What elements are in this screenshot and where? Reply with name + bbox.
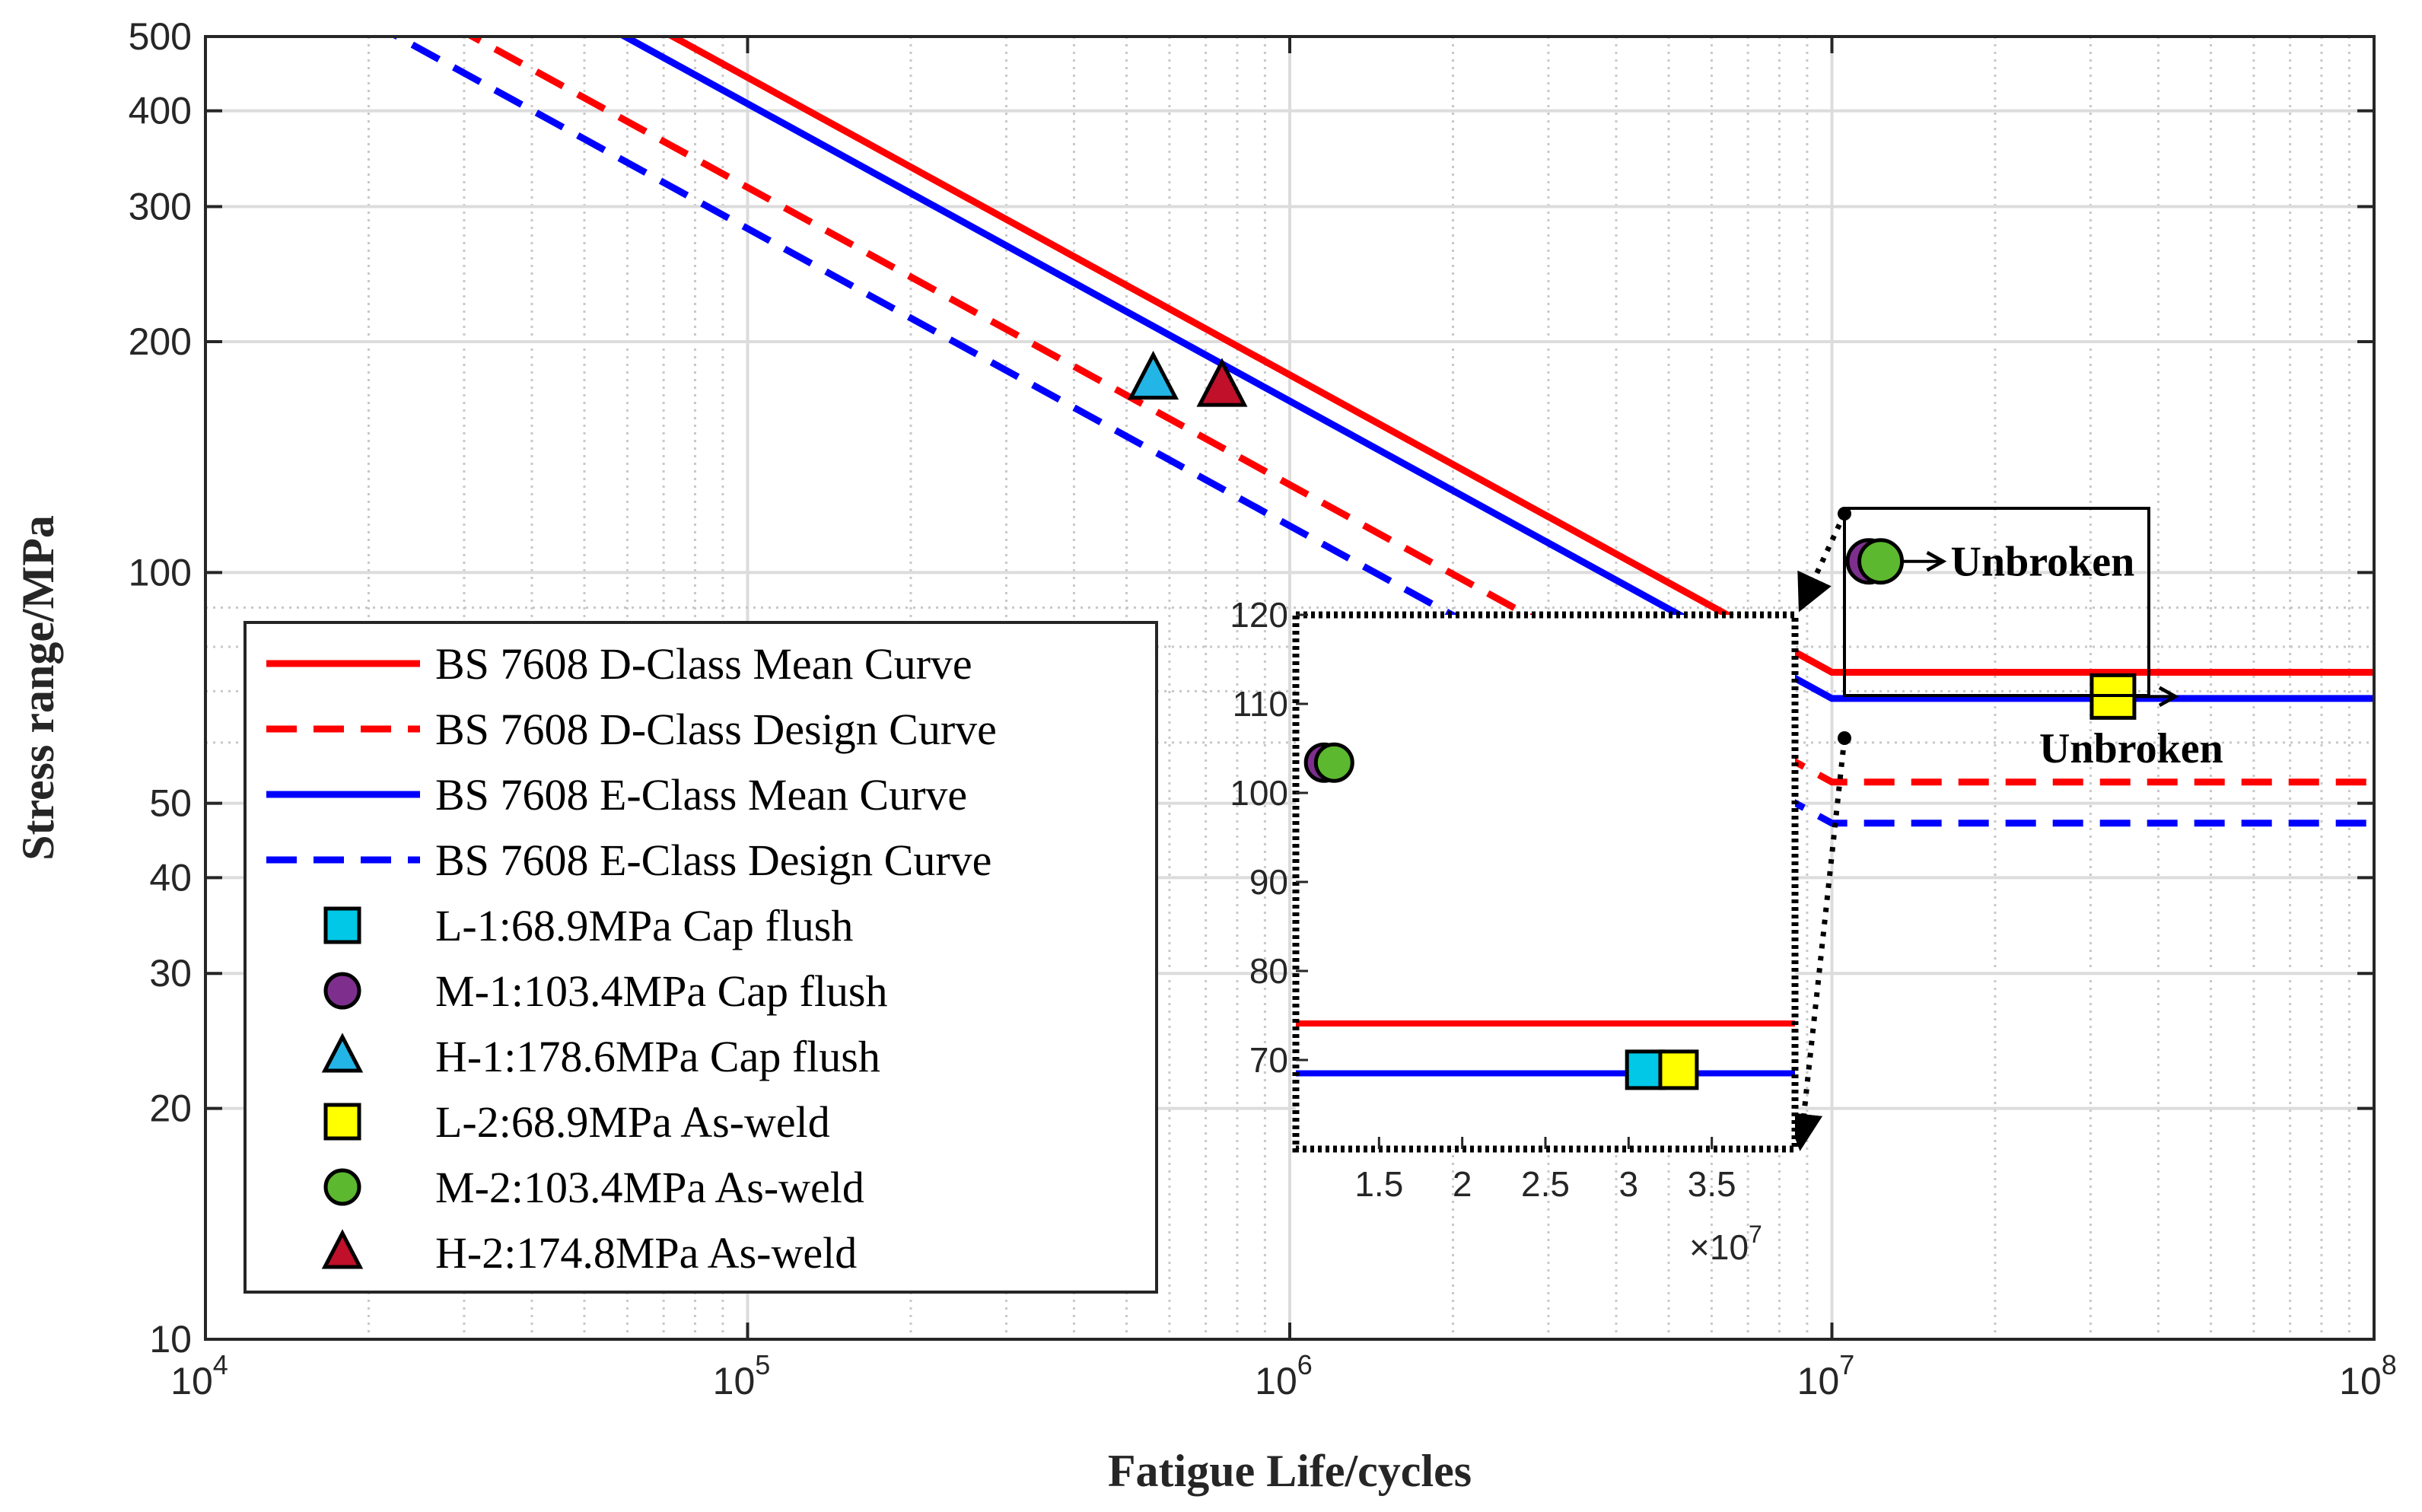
- axes-ticks: 10 20 30 40 50 100 200 300 400 500 104 105 106 107 108: [129, 15, 2397, 1402]
- legend-swatch-marker: [323, 1103, 361, 1141]
- legend-label: BS 7608 D-Class Mean Curve: [435, 639, 972, 689]
- y-tick-label: 50: [149, 782, 192, 825]
- x-tick-label: 107: [1797, 1349, 1855, 1402]
- x-tick-label: 108: [2339, 1349, 2397, 1402]
- inset-y-tick-label: 80: [1249, 951, 1288, 991]
- y-tick-label: 100: [129, 551, 192, 594]
- x-tick-label: 105: [713, 1349, 771, 1402]
- inset-data-point-0: [1625, 1049, 1666, 1090]
- inset-y-tick-label: 120: [1230, 595, 1288, 635]
- x-axis-label: Fatigue Life/cycles: [1108, 1446, 1472, 1496]
- inset-y-tick-label: 90: [1249, 862, 1288, 902]
- legend-label: BS 7608 E-Class Design Curve: [435, 836, 991, 885]
- zoom-inset: 70 80 90 100 110 120 1.5 2 2.5 3 3.5 ×107: [1230, 595, 1799, 1267]
- y-axis-label: Stress range/MPa: [13, 515, 63, 861]
- unbroken-label: Unbroken: [2039, 725, 2223, 772]
- inset-x-multiplier: ×107: [1689, 1221, 1762, 1267]
- y-tick-label: 20: [149, 1087, 192, 1130]
- inset-y-tick-label: 110: [1233, 684, 1288, 724]
- inset-x-tick-label: 1.5: [1354, 1164, 1403, 1204]
- inset-background: [1296, 615, 1795, 1149]
- y-tick-label: 30: [149, 952, 192, 995]
- x-tick-label: 106: [1255, 1349, 1313, 1402]
- zoom-leader-arrow: [1797, 512, 1848, 613]
- inset-x-tick-label: 2: [1453, 1164, 1472, 1204]
- legend-swatch-marker: [321, 1229, 364, 1269]
- zoom-anchor-dot: [1838, 731, 1851, 745]
- data-point-5: [1196, 358, 1248, 407]
- legend: BS 7608 D-Class Mean Curve BS 7608 D-Clas…: [243, 621, 1158, 1294]
- data-point-4: [1857, 538, 1905, 585]
- y-tick-label: 10: [149, 1318, 192, 1361]
- legend-label: H-2:174.8MPa As-weld: [435, 1228, 857, 1278]
- series-line-3: [390, 37, 2374, 827]
- inset-x-tick-label: 3: [1619, 1164, 1639, 1204]
- inset-y-tick-label: 70: [1249, 1040, 1288, 1080]
- series-layer: [390, 37, 2374, 827]
- legend-label: L-1:68.9MPa Cap flush: [435, 901, 853, 950]
- annotation-layer: Unbroken Unbroken: [1785, 507, 2223, 1151]
- inset-data-point-4: [1313, 742, 1354, 783]
- y-tick-label: 200: [129, 320, 192, 363]
- inset-x-tick-label: 2.5: [1521, 1164, 1570, 1204]
- y-tick-label: 300: [129, 186, 192, 228]
- legend-label: BS 7608 E-Class Mean Curve: [435, 770, 967, 820]
- inset-x-tick-label: 3.5: [1688, 1164, 1736, 1204]
- zoom-anchor-dot: [1838, 507, 1851, 520]
- inset-data-point-3: [1658, 1049, 1699, 1090]
- series-line-0: [666, 37, 2374, 676]
- series-line-1: [465, 37, 2374, 786]
- legend-swatch-marker: [323, 1168, 361, 1206]
- legend-label: L-2:68.9MPa As-weld: [435, 1097, 830, 1147]
- legend-label: M-2:103.4MPa As-weld: [435, 1163, 864, 1212]
- y-tick-label: 400: [129, 90, 192, 132]
- inset-y-tick-label: 100: [1230, 773, 1288, 813]
- legend-swatch-marker: [323, 972, 361, 1010]
- y-tick-label: 40: [149, 856, 192, 899]
- legend-label: H-1:178.6MPa Cap flush: [435, 1032, 880, 1081]
- zoom-leader-arrow: [1785, 737, 1848, 1151]
- y-tick-label: 500: [129, 15, 192, 58]
- legend-box: [243, 621, 1158, 1294]
- x-tick-label: 104: [170, 1349, 228, 1402]
- zoom-region-box: [1843, 507, 2150, 697]
- data-point-2: [1128, 350, 1179, 400]
- legend-label: BS 7608 D-Class Design Curve: [435, 705, 997, 754]
- inset-plot: [1296, 742, 1795, 1090]
- legend-swatch-marker: [321, 1033, 364, 1073]
- series-line-2: [618, 37, 2374, 702]
- legend-label: M-1:103.4MPa Cap flush: [435, 966, 888, 1016]
- unbroken-label: Unbroken: [1951, 539, 2135, 586]
- legend-swatch-marker: [323, 906, 361, 944]
